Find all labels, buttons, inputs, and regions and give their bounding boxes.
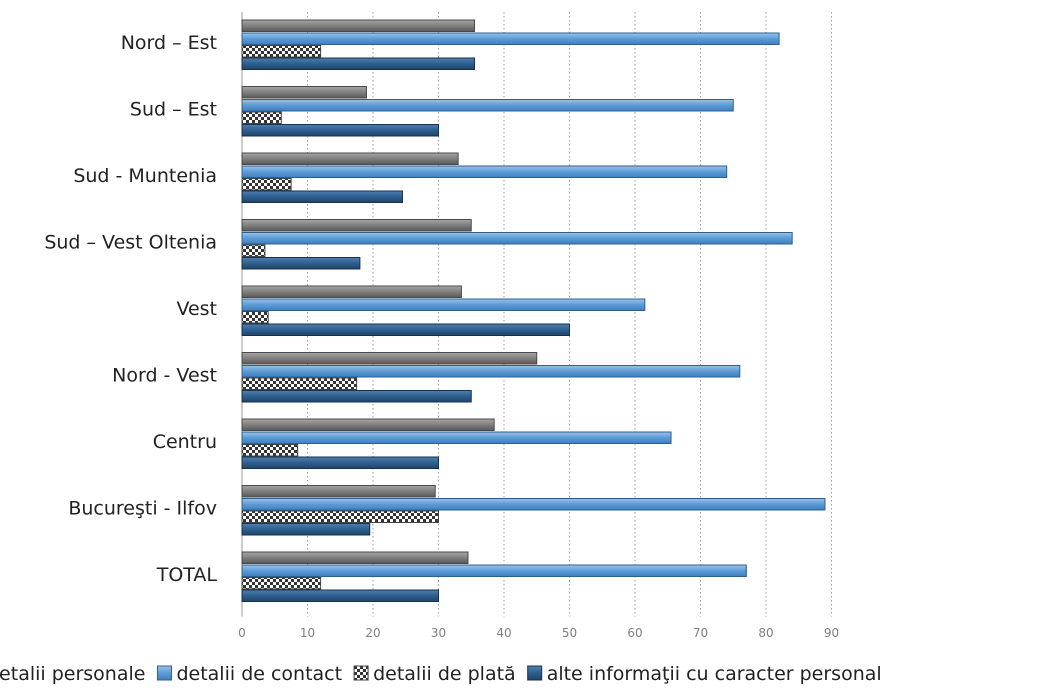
bar-alte-informa-ii-cu-caracter-personal	[241, 323, 570, 336]
bar-detalii-de-contact	[241, 32, 780, 45]
x-tick-label: 10	[300, 626, 315, 640]
x-tick-label: 50	[562, 626, 577, 640]
bar-detalii-de-plat-	[241, 45, 322, 58]
bar-detalii-de-contact	[241, 564, 747, 577]
x-tick-label: 80	[758, 626, 773, 640]
legend: detalii personale detalii de contact detal…	[0, 663, 882, 685]
bar-alte-informa-ii-cu-caracter-personal	[241, 589, 439, 602]
category-label: Bucureşti - Ilfov	[68, 498, 217, 520]
bar-detalii-de-contact	[241, 232, 793, 245]
x-tick-label: 0	[238, 626, 246, 640]
bar-alte-informa-ii-cu-caracter-personal	[241, 57, 476, 70]
bar-detalii-de-plat-	[241, 510, 439, 523]
bar-detalii-de-plat-	[241, 244, 266, 257]
legend-label: detalii de plată	[373, 663, 516, 685]
x-tick-label: 20	[365, 626, 380, 640]
bar-detalii-de-plat-	[241, 178, 292, 191]
bar-detalii-personale	[241, 485, 436, 498]
bar-alte-informa-ii-cu-caracter-personal	[241, 456, 439, 469]
legend-swatch	[527, 665, 543, 681]
legend-label: alte informaţii cu caracter personal	[547, 663, 882, 685]
category-label: Sud – Vest Oltenia	[44, 232, 217, 254]
legend-label: detalii personale	[0, 663, 145, 685]
bar-detalii-personale	[241, 352, 538, 365]
category-label: TOTAL	[156, 564, 218, 586]
bar-detalii-de-plat-	[241, 311, 269, 324]
category-label: Centru	[153, 431, 217, 453]
bar-detalii-de-contact	[241, 298, 646, 311]
bar-detalii-de-plat-	[241, 577, 322, 590]
category-label: Vest	[176, 298, 217, 320]
bar-detalii-de-plat-	[241, 444, 299, 457]
bar-detalii-personale	[241, 418, 495, 431]
bar-detalii-personale	[241, 86, 367, 99]
bar-detalii-de-contact	[241, 165, 728, 178]
category-label: Nord - Vest	[112, 365, 217, 387]
bar-detalii-personale	[241, 19, 476, 32]
bar-detalii-de-contact	[241, 431, 672, 444]
category-label: Sud – Est	[130, 99, 217, 121]
category-label: Nord – Est	[121, 32, 217, 54]
category-label: Sud - Muntenia	[73, 165, 217, 187]
legend-swatch	[156, 665, 172, 681]
bar-detalii-personale	[241, 285, 462, 298]
x-tick-labels: 0 10 20 30 40 50 60 70 80 90	[238, 626, 839, 640]
x-tick-label: 40	[496, 626, 511, 640]
x-tick-label: 60	[627, 626, 642, 640]
bar-detalii-de-plat-	[241, 111, 282, 124]
x-tick-label: 30	[431, 626, 446, 640]
category-labels: Nord – Est Sud – Est Sud - Muntenia Sud – V…	[44, 32, 217, 586]
bar-detalii-de-contact	[241, 99, 734, 112]
bar-alte-informa-ii-cu-caracter-personal	[241, 190, 403, 203]
bar-detalii-personale	[241, 219, 472, 232]
bar-alte-informa-ii-cu-caracter-personal	[241, 523, 371, 536]
bar-detalii-de-plat-	[241, 377, 358, 390]
bar-detalii-de-contact	[241, 365, 741, 378]
x-tick-label: 70	[693, 626, 708, 640]
legend-swatch	[353, 665, 369, 681]
bar-detalii-personale	[241, 551, 469, 564]
bar-alte-informa-ii-cu-caracter-personal	[241, 124, 439, 137]
bar-alte-informa-ii-cu-caracter-personal	[241, 390, 472, 403]
bar-detalii-de-contact	[241, 498, 826, 511]
x-tick-label: 90	[824, 626, 839, 640]
bars	[241, 19, 826, 602]
legend-label: detalii de contact	[176, 663, 342, 685]
bar-detalii-personale	[241, 152, 459, 165]
bar-alte-informa-ii-cu-caracter-personal	[241, 257, 361, 270]
